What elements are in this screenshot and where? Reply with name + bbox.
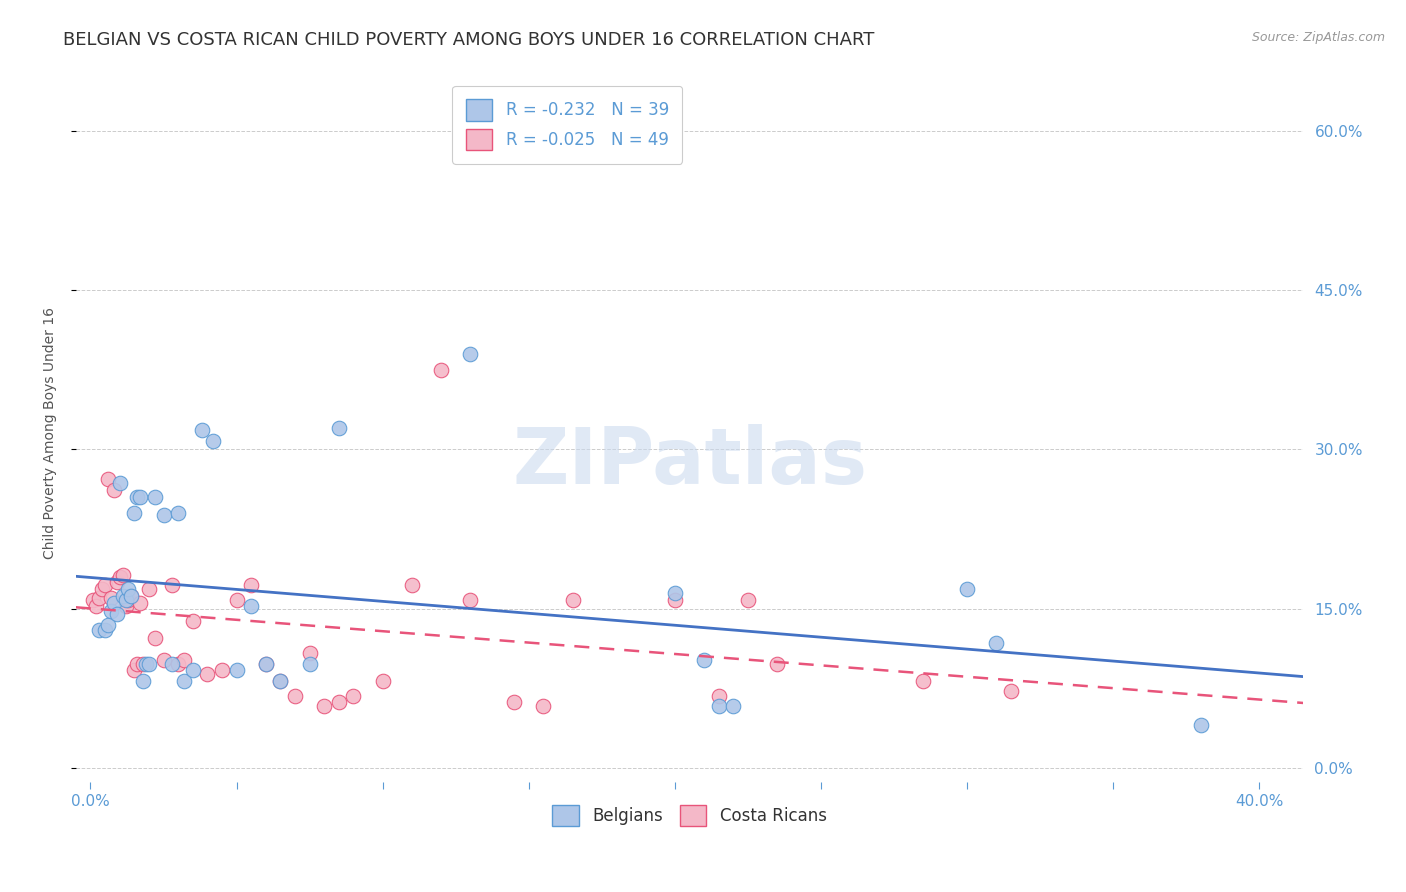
Point — [284, 689, 307, 703]
Point — [173, 673, 195, 688]
Point — [298, 657, 321, 671]
Point — [342, 689, 364, 703]
Point — [211, 663, 233, 677]
Point — [225, 663, 247, 677]
Point — [129, 490, 152, 504]
Point — [202, 434, 225, 448]
Point — [127, 490, 149, 504]
Point — [664, 585, 686, 599]
Point — [986, 635, 1008, 649]
Point — [1189, 718, 1212, 732]
Point — [181, 663, 204, 677]
Point — [103, 483, 125, 497]
Point — [533, 699, 555, 714]
Point — [105, 607, 128, 621]
Point — [124, 506, 146, 520]
Text: ZIPatlas: ZIPatlas — [512, 424, 868, 500]
Point — [120, 589, 142, 603]
Point — [269, 673, 291, 688]
Point — [1000, 684, 1022, 698]
Point — [152, 652, 174, 666]
Point — [120, 589, 142, 603]
Point — [97, 617, 120, 632]
Point — [114, 593, 136, 607]
Point — [460, 593, 482, 607]
Point — [314, 699, 336, 714]
Point — [111, 567, 134, 582]
Point — [132, 657, 155, 671]
Point — [89, 591, 111, 605]
Point — [328, 695, 350, 709]
Point — [664, 593, 686, 607]
Point — [190, 423, 212, 437]
Point — [114, 599, 136, 614]
Point — [167, 506, 190, 520]
Point — [707, 689, 730, 703]
Point — [371, 673, 394, 688]
Point — [105, 575, 128, 590]
Point — [328, 421, 350, 435]
Point — [152, 508, 174, 523]
Point — [138, 657, 160, 671]
Point — [225, 593, 247, 607]
Text: Source: ZipAtlas.com: Source: ZipAtlas.com — [1251, 31, 1385, 45]
Point — [737, 593, 759, 607]
Point — [766, 657, 789, 671]
Point — [124, 663, 146, 677]
Point — [138, 582, 160, 597]
Point — [111, 589, 134, 603]
Point — [162, 657, 184, 671]
Point — [100, 604, 122, 618]
Point — [117, 582, 139, 597]
Point — [129, 596, 152, 610]
Point — [127, 657, 149, 671]
Point — [86, 599, 108, 614]
Point — [707, 699, 730, 714]
Point — [254, 657, 277, 671]
Point — [100, 591, 122, 605]
Point — [82, 593, 104, 607]
Point — [103, 596, 125, 610]
Point — [108, 570, 131, 584]
Point — [167, 657, 190, 671]
Point — [132, 673, 155, 688]
Point — [561, 593, 583, 607]
Point — [143, 490, 166, 504]
Point — [94, 623, 117, 637]
Point — [173, 652, 195, 666]
Point — [460, 346, 482, 360]
Point — [240, 599, 263, 614]
Point — [195, 667, 218, 681]
Point — [117, 593, 139, 607]
Y-axis label: Child Poverty Among Boys Under 16: Child Poverty Among Boys Under 16 — [44, 308, 58, 559]
Point — [503, 695, 526, 709]
Point — [135, 657, 157, 671]
Point — [254, 657, 277, 671]
Point — [693, 652, 716, 666]
Point — [298, 646, 321, 660]
Point — [91, 582, 114, 597]
Point — [162, 578, 184, 592]
Point — [430, 362, 453, 376]
Point — [143, 632, 166, 646]
Point — [240, 578, 263, 592]
Text: BELGIAN VS COSTA RICAN CHILD POVERTY AMONG BOYS UNDER 16 CORRELATION CHART: BELGIAN VS COSTA RICAN CHILD POVERTY AMO… — [63, 31, 875, 49]
Point — [912, 673, 935, 688]
Legend: Belgians, Costa Ricans: Belgians, Costa Ricans — [544, 797, 835, 834]
Point — [94, 578, 117, 592]
Point — [97, 472, 120, 486]
Point — [89, 623, 111, 637]
Point — [401, 578, 423, 592]
Point — [956, 582, 979, 597]
Point — [181, 615, 204, 629]
Point — [269, 673, 291, 688]
Point — [108, 476, 131, 491]
Point — [723, 699, 745, 714]
